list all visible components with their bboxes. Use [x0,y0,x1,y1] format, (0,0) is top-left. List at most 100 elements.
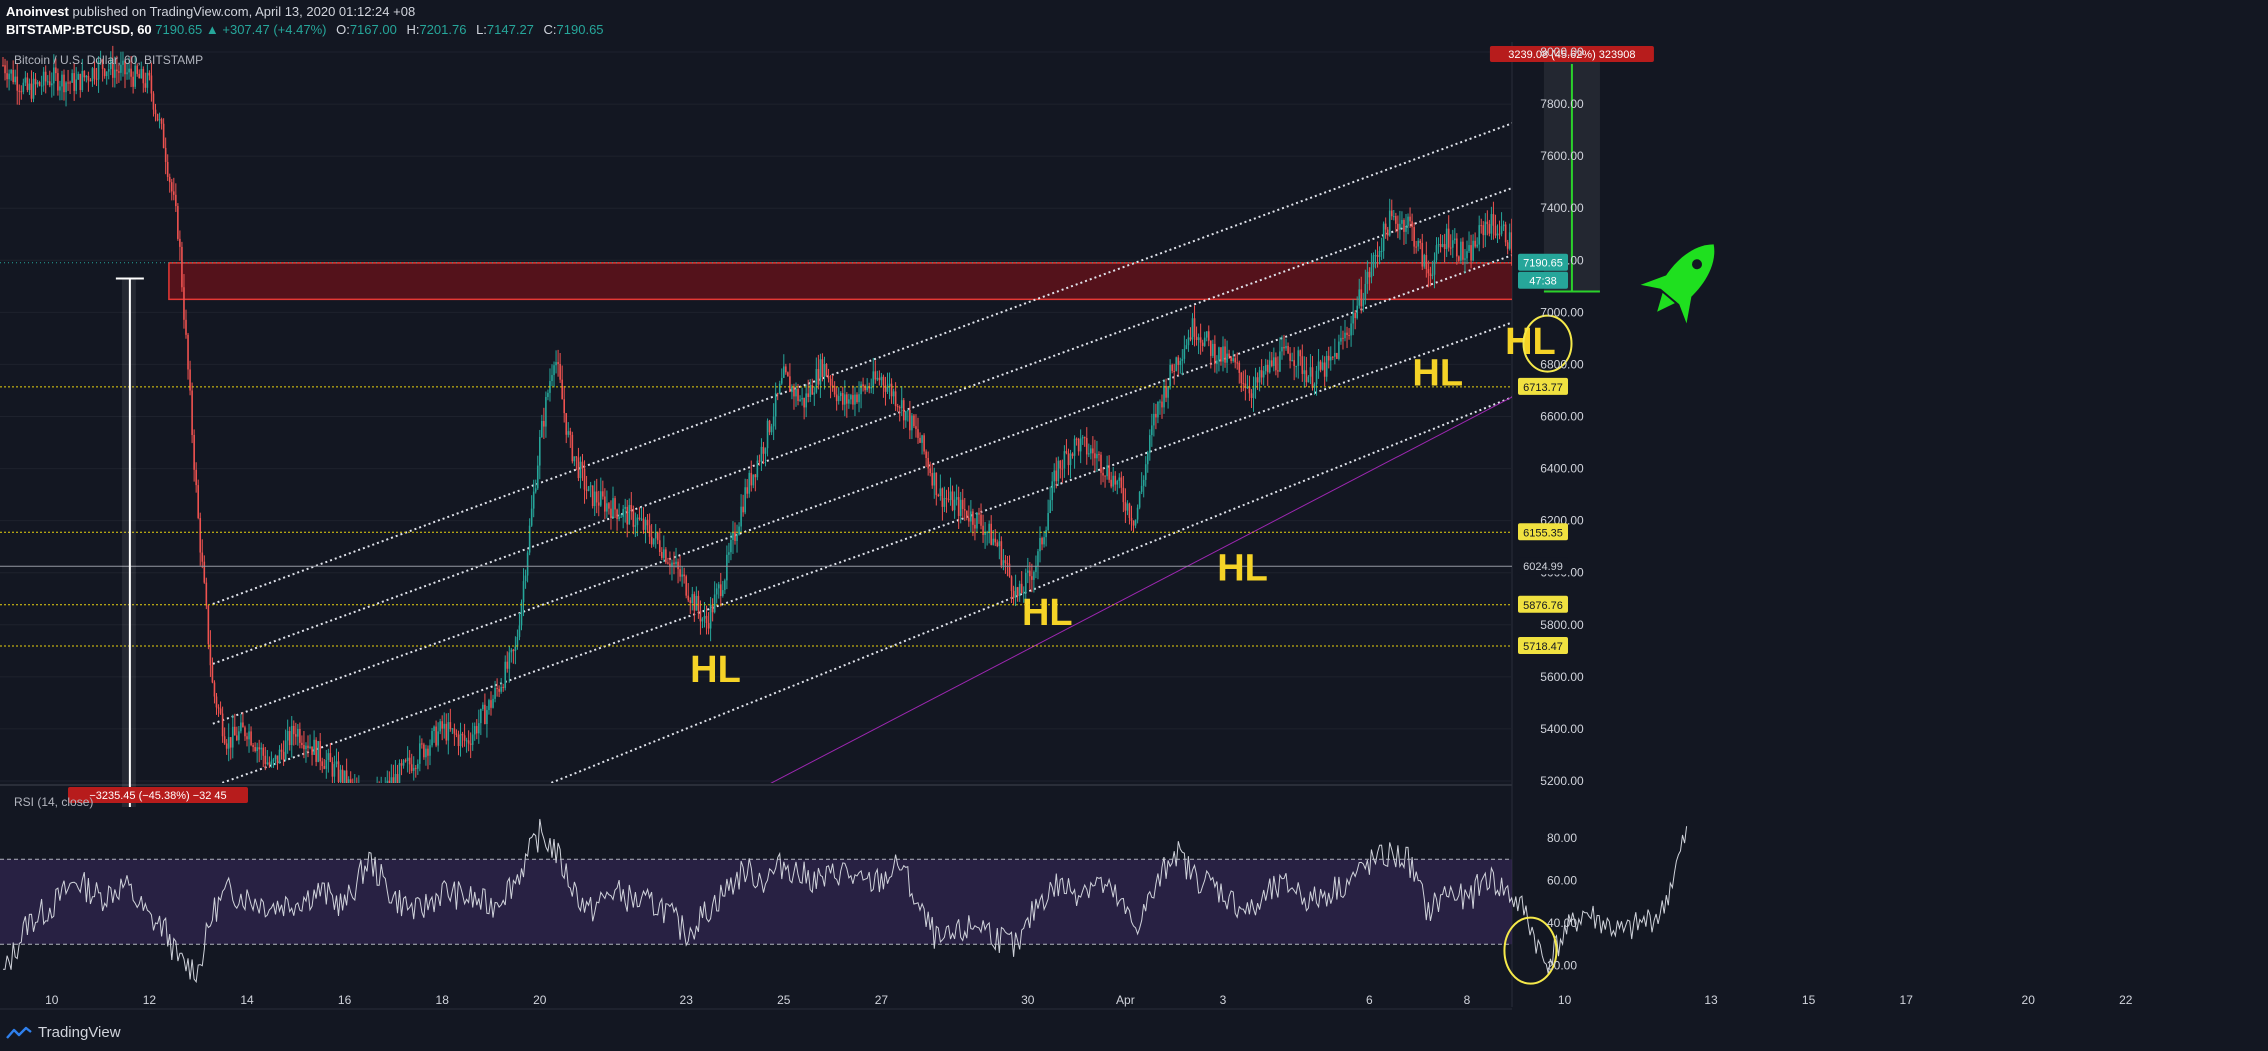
candle [821,359,824,377]
candle [1456,238,1458,257]
high-value: 7201.76 [419,22,467,37]
candle [870,386,873,389]
channel-line[interactable] [491,357,1613,807]
candle [447,722,450,741]
candle [465,740,468,742]
candle [69,82,71,84]
candle [740,506,742,527]
candle [242,722,244,728]
candle [888,383,891,387]
high-label: H: [406,22,420,37]
candle [1399,223,1401,230]
x-tick-label: 16 [338,993,352,1007]
candle [1635,355,1637,365]
candle [1403,220,1405,232]
candle [642,518,645,530]
candle [185,319,187,335]
rocket-fin-left [1640,273,1671,289]
candle [1663,323,1665,350]
candle [114,69,116,78]
candle [1639,354,1641,362]
candle [473,726,476,735]
candle [1305,370,1308,383]
candle [510,649,513,653]
symbol-name[interactable]: BITSTAMP:BTCUSD, 60 [6,22,152,37]
candle [976,512,978,529]
candle [181,246,183,288]
candle [1295,365,1297,367]
candle [921,435,923,443]
candle [1336,352,1338,359]
rsi-highlight-circle[interactable] [1503,916,1558,985]
candle [534,488,537,492]
candle [1633,357,1635,366]
candle [679,569,681,577]
candle [1226,353,1228,363]
channel-line[interactable] [212,151,1614,665]
candle [1307,376,1310,383]
candle [284,740,287,760]
trend-line[interactable] [725,44,2189,807]
candle [502,686,504,688]
candle [303,745,305,750]
candle [46,81,49,83]
candle [274,755,277,760]
x-tick-label: 18 [436,993,450,1007]
candle [1354,312,1356,319]
candle [673,562,675,565]
candle [1234,358,1236,363]
candle [1216,360,1218,365]
publish-info: Anoinvest published on TradingView.com, … [6,4,415,19]
candle [457,734,460,747]
tradingview-brand[interactable]: TradingView [38,1024,121,1041]
candle [1094,453,1096,459]
candle [173,191,175,195]
candle [1458,256,1460,261]
candle [260,747,263,750]
candle [87,75,90,81]
candle [321,761,324,767]
candle [876,377,879,380]
candle [1368,271,1371,278]
candle [1510,232,1512,254]
candle [616,509,618,520]
hl-label: HL [1022,592,1073,634]
candle [282,751,285,760]
candle [707,623,710,629]
candle [1641,354,1643,367]
candle [97,60,100,80]
candle [1449,247,1452,249]
candle [752,474,755,486]
candle [449,722,452,730]
rsi-line[interactable] [2,818,1688,984]
price-pane[interactable] [0,42,1512,783]
candle [221,713,224,737]
candle [79,73,82,91]
candle [1531,295,1533,296]
candle [140,69,143,79]
y-tick-label: 7000.00 [1540,305,1584,319]
candle [1142,479,1145,486]
candle [1033,571,1035,580]
channel-line[interactable] [212,86,1614,605]
candle [146,72,149,88]
candle [195,469,197,486]
candle [301,742,303,746]
author-name[interactable]: Anoinvest [6,4,69,19]
candle [551,375,553,381]
resistance-zone[interactable] [168,262,1677,301]
candle [557,362,559,364]
channel-line[interactable] [212,219,1614,725]
candle [1191,318,1194,340]
candle [148,72,151,76]
highlight-circle[interactable] [1522,314,1573,373]
candle [1163,385,1165,408]
candle [911,415,913,431]
candle [894,391,897,407]
candle [1197,337,1200,341]
candle [103,68,106,77]
candle [730,539,732,553]
candle [929,468,931,474]
candle [722,590,724,596]
